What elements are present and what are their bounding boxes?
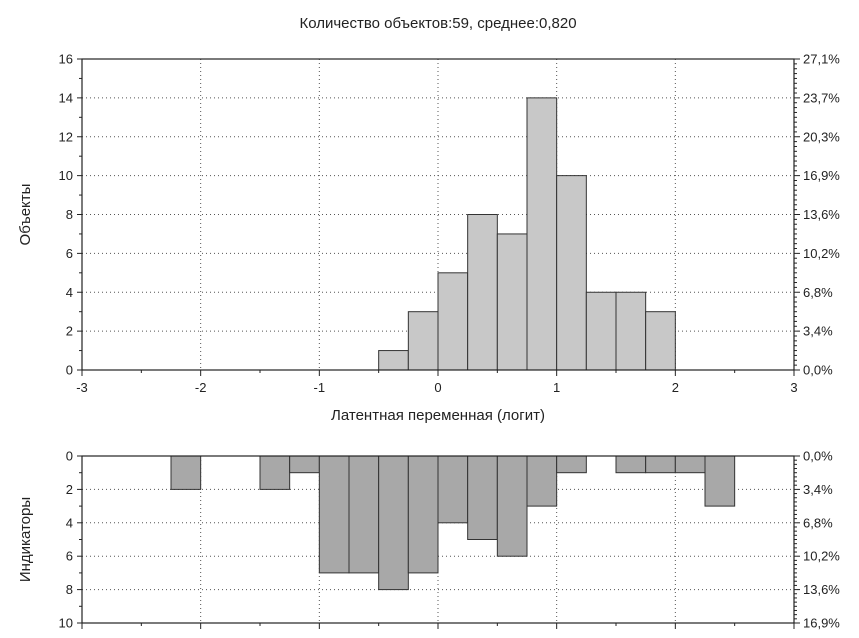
upper-y2-tick-label: 13,6% xyxy=(803,207,840,222)
lower-histogram-bar xyxy=(496,455,528,557)
upper-y-axis-label: Объекты xyxy=(17,184,34,246)
upper-x-tick-label: 2 xyxy=(672,380,679,395)
lower-y2-tick-label: 6,8% xyxy=(803,515,833,530)
lower-histogram-bar xyxy=(259,455,291,490)
upper-y2-tick-label: 20,3% xyxy=(803,129,840,144)
upper-histogram-bar xyxy=(645,311,676,371)
upper-x-tick-label: 0 xyxy=(434,380,441,395)
upper-y2-tick-label: 6,8% xyxy=(803,285,833,300)
upper-histogram-bar xyxy=(496,233,528,371)
upper-x-tick-label: -3 xyxy=(76,380,88,395)
lower-histogram-bar xyxy=(645,455,676,474)
upper-histogram-bar xyxy=(378,350,409,371)
upper-histogram-bar xyxy=(526,97,558,371)
upper-y-tick-label: 2 xyxy=(66,324,73,339)
upper-y2-tick-label: 27,1% xyxy=(803,52,840,67)
lower-histogram-bar xyxy=(556,455,587,474)
upper-y-tick-label: 6 xyxy=(66,246,73,261)
lower-histogram-bar xyxy=(674,455,706,474)
lower-y-tick-label: 10 xyxy=(59,616,73,631)
upper-y2-tick-label: 10,2% xyxy=(803,246,840,261)
lower-histogram-bar xyxy=(348,455,380,574)
lower-y-tick-label: 8 xyxy=(66,582,73,597)
upper-y-tick-label: 14 xyxy=(59,90,73,105)
upper-y2-tick-label: 0,0% xyxy=(803,363,833,378)
lower-histogram-bar xyxy=(378,455,409,591)
upper-histogram-bar xyxy=(615,291,647,371)
lower-histogram-bar xyxy=(170,455,202,490)
upper-y-tick-label: 0 xyxy=(66,363,73,378)
upper-y2-tick-label: 16,9% xyxy=(803,168,840,183)
lower-y2-tick-label: 10,2% xyxy=(803,549,840,564)
lower-histogram-bar xyxy=(289,455,320,474)
lower-y2-tick-label: 13,6% xyxy=(803,582,840,597)
lower-y-tick-label: 4 xyxy=(66,515,73,530)
lower-histogram-bar xyxy=(437,455,469,524)
lower-y2-tick-label: 16,9% xyxy=(803,616,840,631)
upper-x-tick-label: -1 xyxy=(314,380,326,395)
upper-x-tick-label: 3 xyxy=(790,380,797,395)
lower-histogram-bar xyxy=(615,455,647,474)
upper-histogram-bar xyxy=(467,214,498,371)
upper-histogram-bar xyxy=(556,175,587,371)
upper-y-tick-label: 12 xyxy=(59,129,73,144)
upper-y-tick-label: 16 xyxy=(59,52,73,67)
upper-y2-tick-label: 23,7% xyxy=(803,90,840,105)
lower-histogram-bar xyxy=(407,455,439,574)
lower-y-tick-label: 6 xyxy=(66,549,73,564)
upper-y2-tick-label: 3,4% xyxy=(803,324,833,339)
upper-x-tick-label: -2 xyxy=(195,380,207,395)
lower-y-axis-label: Индикаторы xyxy=(17,497,34,582)
chart-title: Количество объектов:59, среднее:0,820 xyxy=(299,15,576,32)
lower-y2-tick-label: 0,0% xyxy=(803,449,833,464)
upper-x-tick-label: 1 xyxy=(553,380,560,395)
upper-y-tick-label: 10 xyxy=(59,168,73,183)
lower-histogram-bar xyxy=(467,455,498,540)
lower-y-tick-label: 2 xyxy=(66,482,73,497)
lower-histogram-bar xyxy=(318,455,350,574)
lower-y2-tick-label: 3,4% xyxy=(803,482,833,497)
lower-histogram-bar xyxy=(704,455,736,507)
upper-y-tick-label: 4 xyxy=(66,285,73,300)
x-axis-label: Латентная переменная (логит) xyxy=(331,407,545,424)
lower-y-tick-label: 0 xyxy=(66,449,73,464)
lower-histogram-bar xyxy=(526,455,558,507)
upper-histogram-bar xyxy=(437,272,469,371)
upper-histogram-bar xyxy=(585,291,617,371)
upper-y-tick-label: 8 xyxy=(66,207,73,222)
upper-histogram-bar xyxy=(407,311,439,371)
